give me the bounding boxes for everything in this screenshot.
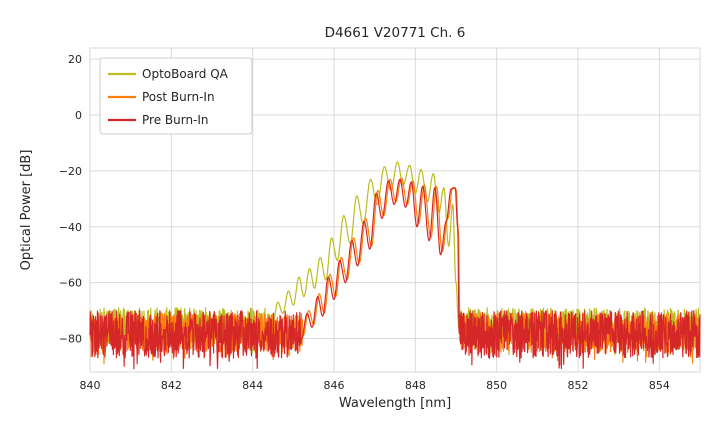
y-tick-label: −60 — [59, 277, 82, 290]
legend: OptoBoard QA Post Burn-In Pre Burn-In — [99, 57, 253, 135]
x-tick-label: 854 — [649, 379, 670, 392]
x-tick-label: 848 — [405, 379, 426, 392]
x-tick-labels: 840 842 844 846 848 850 852 854 — [80, 379, 670, 392]
series-lines — [89, 161, 701, 370]
legend-label-pre-burn-in: Pre Burn-In — [142, 113, 209, 127]
x-tick-label: 852 — [568, 379, 589, 392]
x-axis-label: Wavelength [nm] — [339, 396, 451, 411]
chart-title: D4661 V20771 Ch. 6 — [325, 25, 466, 41]
y-tick-label: −20 — [59, 165, 82, 178]
x-tick-label: 850 — [486, 379, 507, 392]
y-axis-label: Optical Power [dB] — [19, 150, 34, 271]
series-line-pre-burn-in — [89, 178, 701, 370]
plot-border — [89, 47, 701, 373]
y-tick-label: −80 — [59, 332, 82, 345]
x-tick-label: 846 — [324, 379, 345, 392]
legend-label-optoboard-qa: OptoBoard QA — [142, 67, 229, 81]
x-tick-label: 842 — [161, 379, 182, 392]
x-tick-label: 840 — [80, 379, 101, 392]
x-tick-label: 844 — [242, 379, 263, 392]
legend-box — [99, 57, 253, 135]
y-tick-label: 20 — [68, 53, 82, 66]
y-tick-label: −40 — [59, 221, 82, 234]
y-tick-labels: 20 0 −20 −40 −60 −80 — [59, 53, 82, 345]
y-tick-label: 0 — [75, 109, 82, 122]
legend-label-post-burn-in: Post Burn-In — [142, 90, 215, 104]
